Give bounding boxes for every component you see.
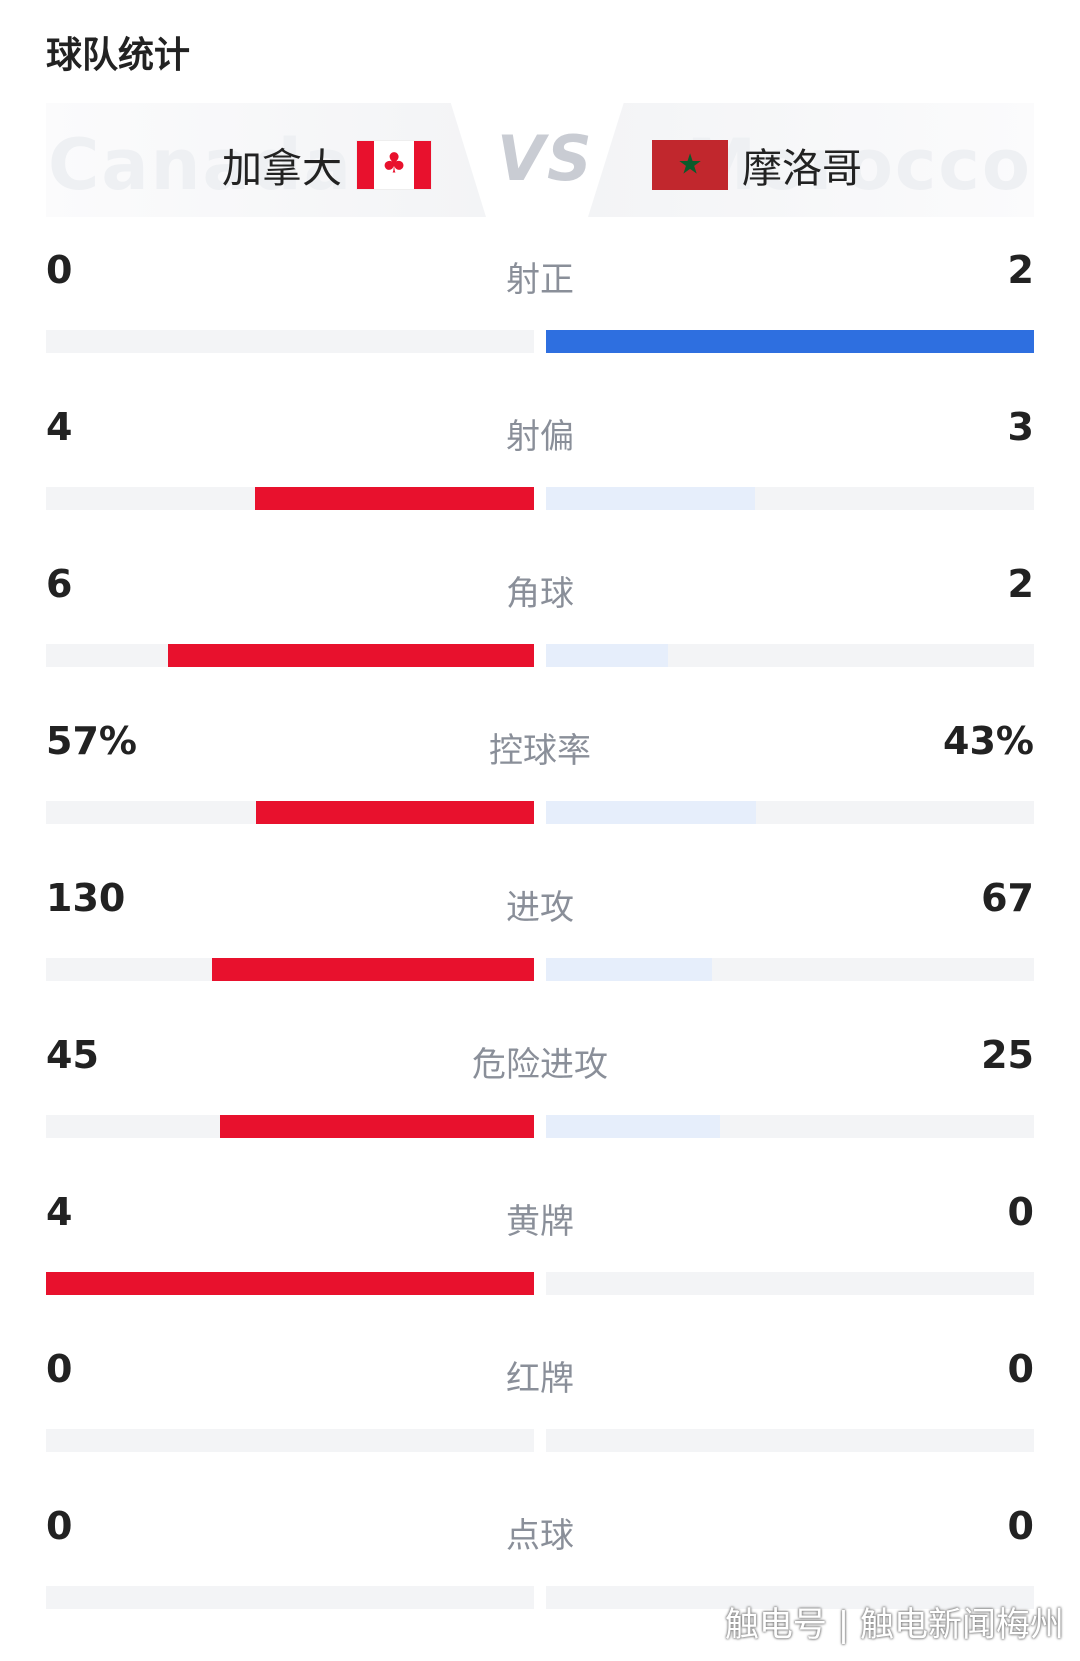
home-stat-value: 0	[46, 248, 73, 292]
home-stat-value: 0	[46, 1347, 73, 1391]
stat-label: 红牌	[506, 1359, 574, 1399]
home-bar-track	[46, 1586, 534, 1609]
stat-label: 黄牌	[506, 1202, 574, 1242]
stat-label: 射偏	[506, 417, 574, 457]
home-bar-track	[46, 958, 534, 981]
stat-label: 角球	[506, 574, 574, 614]
away-bar-fill	[546, 958, 712, 981]
away-bar-track	[546, 1115, 1034, 1138]
home-stat-value: 6	[46, 562, 73, 606]
away-stat-value: 25	[981, 1033, 1034, 1077]
home-bar-track	[46, 1115, 534, 1138]
away-stat-value: 0	[1007, 1190, 1034, 1234]
stat-row: 6 角球 2	[0, 562, 1080, 719]
away-stat-value: 2	[1007, 248, 1034, 292]
away-bar-track	[546, 487, 1034, 510]
away-bar-fill	[546, 487, 756, 510]
home-bar-track	[46, 801, 534, 824]
away-stat-value: 0	[1007, 1347, 1034, 1391]
stat-row: 57% 控球率 43%	[0, 719, 1080, 876]
stat-row: 0 点球 0	[0, 1504, 1080, 1661]
away-bar-fill	[546, 644, 668, 667]
away-bar-track	[546, 1429, 1034, 1452]
home-stat-value: 130	[46, 876, 126, 920]
home-bar-track	[46, 487, 534, 510]
home-team-name: 加拿大	[222, 146, 342, 192]
home-bar-fill	[255, 801, 534, 824]
morocco-flag-icon: ★	[652, 140, 728, 190]
stat-row: 0 红牌 0	[0, 1347, 1080, 1504]
home-bar-track	[46, 644, 534, 667]
away-bar-fill	[546, 330, 1034, 353]
stat-label: 控球率	[489, 731, 591, 771]
stat-row: 45 危险进攻 25	[0, 1033, 1080, 1190]
away-bar-track	[546, 801, 1034, 824]
home-bar-track	[46, 1429, 534, 1452]
home-stat-value: 4	[46, 405, 73, 449]
away-stat-value: 2	[1007, 562, 1034, 606]
away-bar-fill	[546, 1115, 721, 1138]
stat-row: 4 黄牌 0	[0, 1190, 1080, 1347]
stat-row: 0 射正 2	[0, 248, 1080, 405]
home-bar-fill	[46, 1272, 534, 1295]
stat-row: 4 射偏 3	[0, 405, 1080, 562]
away-bar-track	[546, 1586, 1034, 1609]
away-stat-value: 43%	[943, 719, 1034, 763]
vs-label: VS	[497, 122, 594, 195]
canada-flag-icon: ♣	[356, 140, 432, 190]
home-bar-track	[46, 330, 534, 353]
match-header: Canada Morocco 加拿大 ♣ VS ★ 摩洛哥	[0, 100, 1080, 220]
home-stat-value: 57%	[46, 719, 137, 763]
away-bar-track	[546, 1272, 1034, 1295]
stat-label: 射正	[506, 260, 574, 300]
home-stat-value: 4	[46, 1190, 73, 1234]
home-bar-fill	[168, 644, 534, 667]
stats-list: 0 射正 2 4 射偏 3 6 角球 2 57% 控球率 43% 130 进攻 67 45 危险进攻 25 4 黄牌 0…	[0, 248, 1080, 1661]
away-stat-value: 67	[981, 876, 1034, 920]
away-team-name: 摩洛哥	[742, 146, 862, 192]
home-stat-value: 45	[46, 1033, 99, 1077]
away-bar-track	[546, 644, 1034, 667]
home-stat-value: 0	[46, 1504, 73, 1548]
stat-label: 进攻	[506, 888, 574, 928]
home-bar-track	[46, 1272, 534, 1295]
home-bar-fill	[211, 958, 534, 981]
away-ghost-name: Morocco	[686, 124, 1032, 206]
stat-label: 危险进攻	[472, 1045, 608, 1085]
away-bar-track	[546, 330, 1034, 353]
stat-label: 点球	[506, 1516, 574, 1556]
away-bar-track	[546, 958, 1034, 981]
home-bar-fill	[255, 487, 534, 510]
section-title: 球队统计	[46, 35, 191, 76]
away-stat-value: 0	[1007, 1504, 1034, 1548]
away-team: ★ 摩洛哥	[652, 136, 862, 194]
home-ghost-name: Canada	[48, 124, 354, 206]
home-bar-fill	[220, 1115, 534, 1138]
stat-row: 130 进攻 67	[0, 876, 1080, 1033]
watermark: 触电号 | 触电新闻梅州	[724, 1605, 1064, 1645]
home-team: 加拿大 ♣	[222, 136, 432, 194]
away-stat-value: 3	[1007, 405, 1034, 449]
away-bar-fill	[546, 801, 756, 824]
